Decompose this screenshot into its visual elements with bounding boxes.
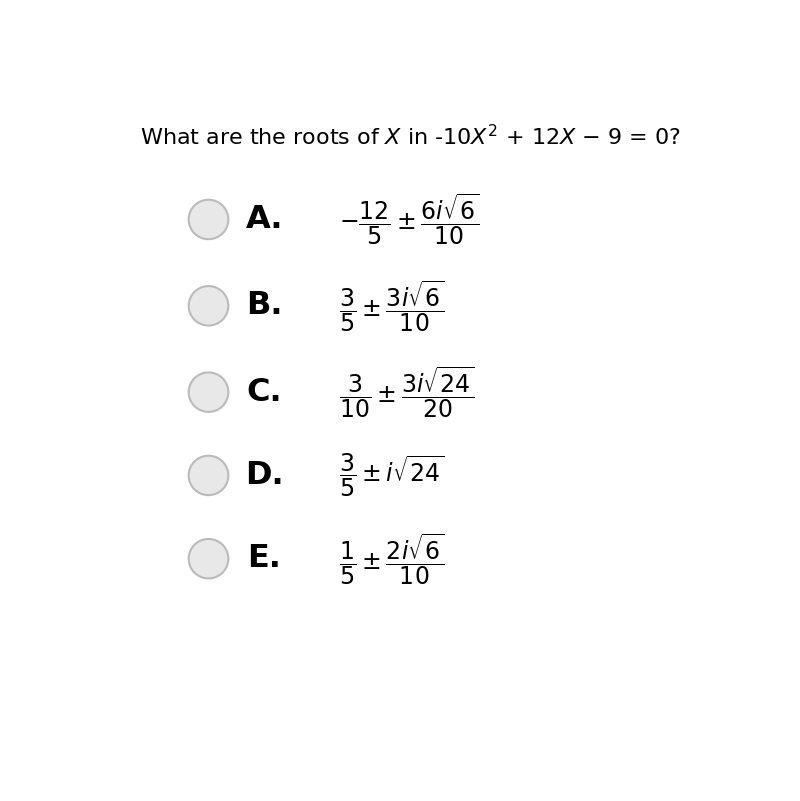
Circle shape — [189, 199, 228, 239]
Text: What are the roots of $\mathit{X}$ in -10$\mathit{X}^{2}$ + 12$\mathit{X}$ − 9 =: What are the roots of $\mathit{X}$ in -1… — [140, 123, 680, 149]
Text: $\dfrac{3}{5}\pm\dfrac{3i\sqrt{6}}{10}$: $\dfrac{3}{5}\pm\dfrac{3i\sqrt{6}}{10}$ — [338, 278, 444, 334]
Circle shape — [189, 286, 228, 325]
Text: D.: D. — [245, 460, 284, 491]
Text: $\dfrac{1}{5}\pm\dfrac{2i\sqrt{6}}{10}$: $\dfrac{1}{5}\pm\dfrac{2i\sqrt{6}}{10}$ — [338, 531, 444, 586]
Text: B.: B. — [246, 290, 282, 321]
Circle shape — [189, 456, 228, 495]
Text: $\dfrac{3}{10}\pm\dfrac{3i\sqrt{24}}{20}$: $\dfrac{3}{10}\pm\dfrac{3i\sqrt{24}}{20}… — [338, 364, 474, 420]
Text: E.: E. — [247, 543, 282, 574]
Text: $\dfrac{3}{5}\pm i\sqrt{24}$: $\dfrac{3}{5}\pm i\sqrt{24}$ — [338, 452, 444, 499]
Text: A.: A. — [246, 204, 283, 235]
Text: C.: C. — [246, 376, 282, 408]
Circle shape — [189, 372, 228, 412]
Circle shape — [189, 539, 228, 578]
Text: $-\dfrac{12}{5}\pm\dfrac{6i\sqrt{6}}{10}$: $-\dfrac{12}{5}\pm\dfrac{6i\sqrt{6}}{10}… — [338, 191, 478, 248]
